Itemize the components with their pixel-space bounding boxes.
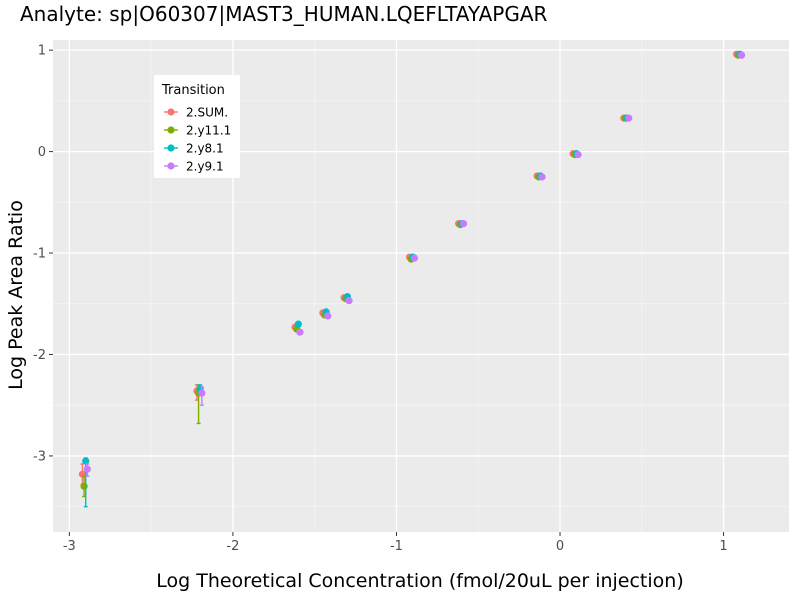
legend-label: 2.SUM. xyxy=(186,106,228,120)
legend-key-point xyxy=(167,126,175,134)
y-tick-label: -2 xyxy=(33,348,46,363)
legend-key-point xyxy=(167,144,175,152)
x-tick-label: -3 xyxy=(63,539,76,554)
x-axis-label: Log Theoretical Concentration (fmol/20uL… xyxy=(156,570,684,592)
data-point xyxy=(324,312,332,320)
data-point xyxy=(410,254,419,262)
x-tick-label: 0 xyxy=(556,539,564,554)
y-tick-label: 0 xyxy=(38,145,46,160)
data-point xyxy=(345,297,353,305)
legend: Transition 2.SUM. 2.y11.1 2.y8.1 2.y9.1 xyxy=(154,75,240,178)
data-point xyxy=(294,320,302,328)
data-point xyxy=(737,51,746,59)
data-point xyxy=(296,328,304,336)
data-point xyxy=(198,389,206,397)
legend-key-point xyxy=(167,162,175,170)
legend-title: Transition xyxy=(161,83,225,98)
data-marks xyxy=(78,50,746,508)
data-point xyxy=(538,173,546,181)
data-point xyxy=(625,114,633,122)
data-point xyxy=(574,151,582,159)
data-point xyxy=(80,482,88,490)
data-point xyxy=(83,465,91,473)
x-tick-label: -1 xyxy=(390,539,403,554)
x-tick-label: -2 xyxy=(226,539,239,554)
data-point xyxy=(82,457,90,465)
y-axis-label: Log Peak Area Ratio xyxy=(5,200,27,390)
legend-label: 2.y8.1 xyxy=(186,142,224,156)
legend-label: 2.y9.1 xyxy=(186,160,224,174)
legend-box xyxy=(154,75,240,178)
y-tick-label: -3 xyxy=(33,449,46,464)
legend-key-point xyxy=(167,108,175,116)
legend-label: 2.y11.1 xyxy=(186,124,231,138)
x-tick-label: 1 xyxy=(719,539,727,554)
y-tick-label: -1 xyxy=(33,247,46,262)
y-tick-label: 1 xyxy=(38,44,46,59)
chart-title: Analyte: sp|O60307|MAST3_HUMAN.LQEFLTAYA… xyxy=(20,2,548,26)
axis-ticks: -3 -2 -1 0 1 -3 -2 -1 0 1 xyxy=(33,44,728,554)
data-point xyxy=(459,220,468,228)
